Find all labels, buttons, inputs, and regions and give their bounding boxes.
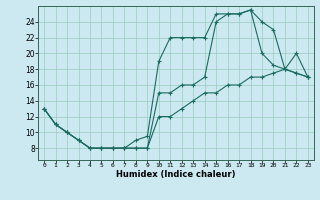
X-axis label: Humidex (Indice chaleur): Humidex (Indice chaleur)	[116, 170, 236, 179]
